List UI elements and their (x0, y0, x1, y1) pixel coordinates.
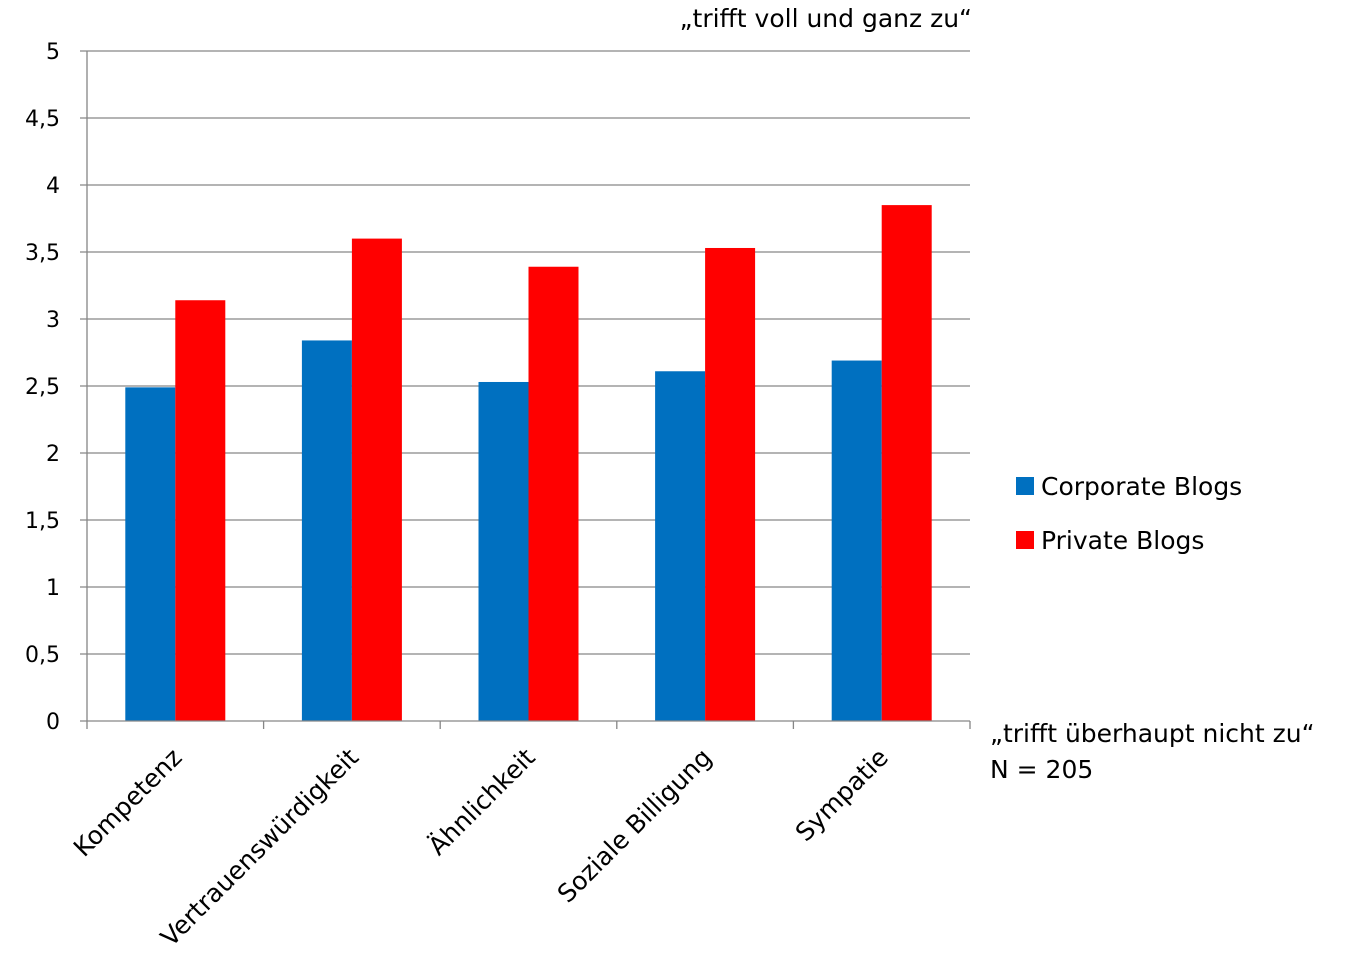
y-tick-label: 1 (46, 576, 60, 601)
bar-corporate-4 (831, 360, 882, 721)
legend-label-corporate: Corporate Blogs (1041, 471, 1243, 501)
y-tick-label: 3,5 (25, 241, 60, 266)
legend-item-corporate: Corporate Blogs (1016, 466, 1242, 506)
y-tick-labels: 0 0,5 1 1,5 2 2,5 3 3,5 4 4,5 5 (25, 40, 60, 735)
legend-swatch-corporate (1016, 477, 1034, 495)
x-tick-label: Sympatie (790, 743, 894, 847)
bar-private-0 (175, 300, 226, 721)
axes (80, 51, 971, 729)
x-tick-label: Soziale Billigung (552, 743, 718, 909)
bar-corporate-0 (125, 387, 176, 721)
annotation-bottom: „trifft überhaupt nicht zu“ N = 205 (990, 716, 1315, 788)
y-tick-label: 1,5 (25, 509, 60, 534)
bar-private-3 (705, 247, 756, 722)
legend-swatch-private (1016, 531, 1034, 549)
y-tick-label: 3 (46, 308, 60, 333)
bars (125, 205, 932, 722)
legend: Corporate Blogs Private Blogs (1016, 466, 1242, 574)
bar-corporate-2 (478, 381, 529, 721)
x-tick-label: Ähnlichkeit (423, 743, 541, 861)
annotation-top: „trifft voll und ganz zu“ (679, 4, 972, 33)
bar-private-4 (881, 205, 932, 722)
legend-label-private: Private Blogs (1041, 525, 1205, 555)
bar-private-1 (351, 238, 402, 721)
legend-item-private: Private Blogs (1016, 520, 1242, 560)
y-tick-label: 5 (46, 40, 60, 65)
y-tick-label: 0,5 (25, 643, 60, 668)
x-tick-label: Kompetenz (68, 743, 188, 863)
y-tick-label: 0 (46, 710, 60, 735)
y-tick-label: 2 (46, 442, 60, 467)
bar-private-2 (528, 266, 579, 721)
bar-corporate-3 (655, 371, 706, 721)
y-tick-label: 4,5 (25, 107, 60, 132)
x-tick-label: Vertrauenswürdigkeit (155, 743, 364, 952)
y-tick-label: 4 (46, 174, 60, 199)
bar-corporate-1 (301, 340, 352, 721)
annotation-bottom-text: „trifft überhaupt nicht zu“ (990, 719, 1315, 748)
y-tick-label: 2,5 (25, 375, 60, 400)
sample-size-label: N = 205 (990, 755, 1094, 784)
